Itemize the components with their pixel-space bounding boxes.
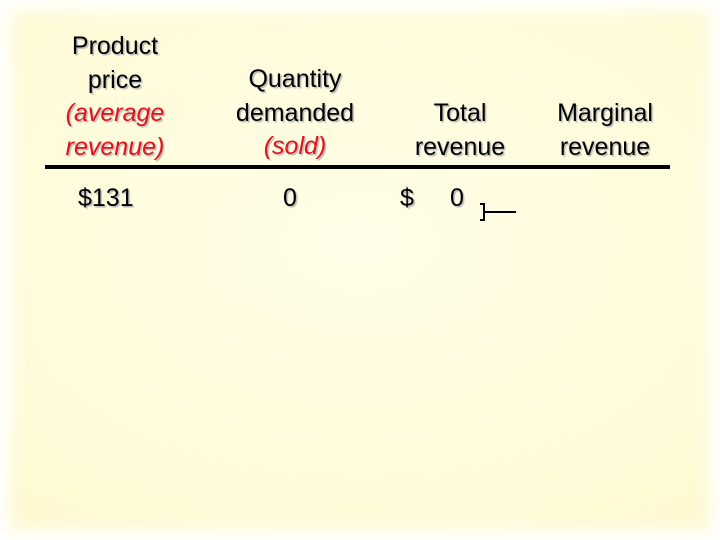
header-marginal-line2: revenue [559,132,651,161]
header-average-revenue-line1: (average [65,99,165,127]
header-marginal-line1: Marginal [557,99,653,127]
header-total-line1: Total [433,99,487,127]
corner-dot [4,529,5,530]
header-sold: (sold) [263,132,327,160]
header-total-line2: revenue [414,132,506,161]
row-quantity-value: 0 [283,184,297,212]
header-product-price: Product price (average revenue) [40,30,190,164]
header-divider-rule [45,165,670,169]
header-total-revenue: Total revenue [390,97,530,164]
header-marginal-revenue: Marginal revenue [535,97,675,164]
header-product-price-line1: Product [71,32,159,60]
row-price-value: $131 [78,184,134,212]
bracket-connector-icon [480,203,516,221]
header-quantity-line2: demanded [235,98,355,127]
header-product-price-line2: price [87,65,143,94]
header-quantity-demanded: Quantity demanded (sold) [210,63,380,164]
row-total-currency: $ [400,184,414,212]
header-average-revenue-line2: revenue) [65,132,165,161]
header-quantity-line1: Quantity [248,65,342,93]
row-total-value: 0 [450,184,464,212]
